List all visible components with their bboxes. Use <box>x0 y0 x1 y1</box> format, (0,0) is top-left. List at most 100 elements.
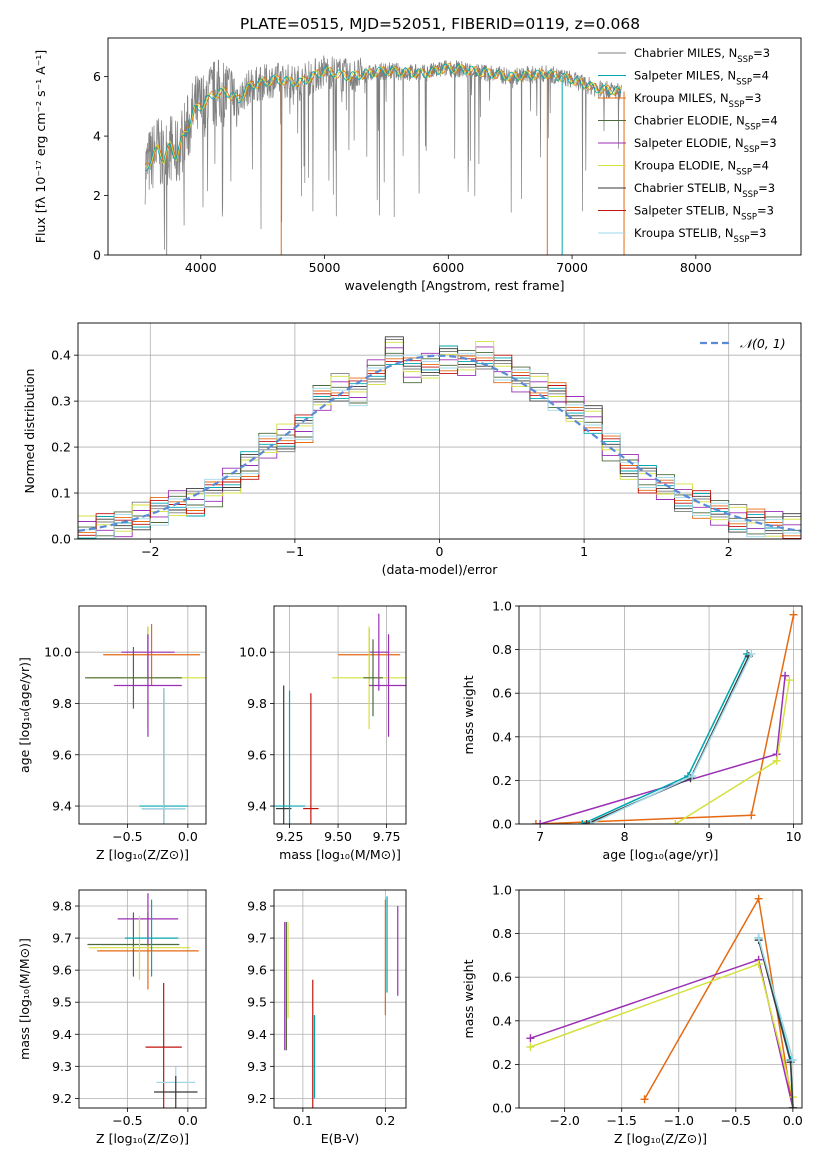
y-tick-label: 9.7 <box>247 931 267 946</box>
legend-sub: SSP <box>741 213 757 223</box>
x-tick-label: −1.5 <box>607 1113 637 1128</box>
plot-area <box>78 336 801 539</box>
x-tick-label: 5000 <box>309 260 341 275</box>
x-axis-label: Z [log₁₀(Z/Z⊙)] <box>96 847 189 862</box>
x-tick-label: 7000 <box>556 260 588 275</box>
x-tick-label: 0.0 <box>178 1113 198 1128</box>
y-tick-label: 0.0 <box>492 1101 512 1116</box>
legend-label: Salpeter MILES, NSSP=4 <box>634 69 769 88</box>
y-tick-label: 9.8 <box>52 899 72 914</box>
y-tick-label: 0.2 <box>492 773 512 788</box>
x-axis-label: age [log₁₀(age/yr)] <box>603 847 719 862</box>
legend-suffix: =4 <box>752 69 769 83</box>
x-axis-label: (data-model)/error <box>382 562 499 577</box>
y-axis-label: age [log₁₀(age/yr)] <box>17 657 32 773</box>
y-tick-label: 0.1 <box>51 486 71 501</box>
legend-label: Salpeter STELIB, NSSP=3 <box>634 204 774 223</box>
y-axis-label: Flux [fλ 10⁻¹⁷ erg cm⁻² s⁻¹ A⁻¹] <box>33 50 48 243</box>
x-tick-label: 9.50 <box>324 829 352 844</box>
weight-line <box>539 675 786 824</box>
legend-suffix: =4 <box>761 114 778 128</box>
legend-sub: SSP <box>729 100 745 110</box>
panel-mass-vs-Z: −0.5 0.0 9.2 9.3 9.4 9.5 9.6 9.7 9.8 Z [log₁₀(Z/Z… <box>17 889 207 1146</box>
x-tick-label: 0.1 <box>293 1113 313 1128</box>
plot-area <box>274 613 406 824</box>
panel-weight-vs-Z: −2.0 −1.5 −1.0 −0.5 0.0 0.0 0.2 0.4 0.6 0.8 1.0 Z [… <box>461 883 803 1147</box>
y-tick-label: 0 <box>93 248 101 263</box>
weight-line <box>674 679 791 824</box>
x-axis-label: Z [log₁₀(Z/Z⊙)] <box>96 1131 189 1146</box>
y-tick-label: 0.4 <box>492 729 512 744</box>
legend-suffix: =3 <box>760 136 777 150</box>
y-tick-label: 9.8 <box>52 696 72 711</box>
y-tick-label: 9.7 <box>52 931 72 946</box>
x-tick-label: 6000 <box>432 260 464 275</box>
plot-area <box>87 893 199 1108</box>
x-tick-label: 0.0 <box>783 1113 803 1128</box>
y-tick-label: 0.8 <box>492 926 512 941</box>
y-tick-label: 0.0 <box>492 817 512 832</box>
x-tick-label: 8000 <box>680 260 712 275</box>
x-tick-label: 0.0 <box>178 829 198 844</box>
y-tick-label: 9.6 <box>247 963 267 978</box>
legend-sub: SSP <box>736 168 752 178</box>
y-axis-label: mass weight <box>461 959 476 1038</box>
panel-age-vs-Z: −0.5 0.0 9.4 9.6 9.8 10.0 Z [log₁₀(Z/Z⊙)] age [… <box>17 605 207 862</box>
weight-line <box>643 896 794 1108</box>
weight-line <box>586 655 750 824</box>
legend-suffix: =3 <box>744 91 761 105</box>
legend-sub: SSP <box>745 123 761 133</box>
axes-frame <box>518 605 803 825</box>
x-tick-label: −2.0 <box>549 1113 579 1128</box>
legend-label: Kroupa MILES, NSSP=3 <box>634 91 761 110</box>
y-axis-label: mass [log₁₀(M/M⊙)] <box>17 938 32 1060</box>
y-tick-label: 6 <box>93 69 101 84</box>
weight-line <box>582 653 748 824</box>
legend: Chabrier MILES, NSSP=3 Salpeter MILES, NS… <box>598 46 778 245</box>
panel-spectrum: 4000 5000 6000 7000 8000 0 2 4 6 wavelength [Angs… <box>33 37 802 293</box>
y-tick-label: 0.6 <box>492 970 512 985</box>
x-tick-label: 4000 <box>185 260 217 275</box>
y-tick-label: 9.3 <box>52 1059 72 1074</box>
y-tick-label: 9.3 <box>247 1059 267 1074</box>
legend-label: 𝒩(0, 1) <box>740 336 786 351</box>
x-tick-label: −1.0 <box>664 1113 694 1128</box>
legend-label: Chabrier STELIB, NSSP=3 <box>634 181 775 200</box>
x-tick-label: 1 <box>580 544 588 559</box>
y-tick-label: 9.2 <box>247 1091 267 1106</box>
x-tick-label: 9 <box>705 829 713 844</box>
axes-frame <box>518 889 803 1109</box>
x-tick-label: −1 <box>286 544 304 559</box>
y-tick-label: 9.4 <box>247 799 267 814</box>
observed-spectrum <box>144 55 622 255</box>
x-tick-label: 9.25 <box>276 829 304 844</box>
x-tick-label: −0.5 <box>112 829 142 844</box>
y-tick-label: 0.2 <box>51 440 71 455</box>
y-tick-label: 1.0 <box>492 599 512 614</box>
weight-line <box>530 958 794 1108</box>
axes-frame <box>273 889 407 1109</box>
legend-label: Salpeter ELODIE, NSSP=3 <box>634 136 777 155</box>
legend-sub: SSP <box>736 78 752 88</box>
plot-area <box>526 894 797 1108</box>
legend-label: Kroupa STELIB, NSSP=3 <box>634 226 766 245</box>
x-tick-label: −0.5 <box>112 1113 142 1128</box>
y-tick-label: 10.0 <box>239 645 267 660</box>
plot-area <box>284 896 399 1108</box>
y-tick-label: 0.8 <box>492 642 512 657</box>
y-tick-label: 9.4 <box>52 799 72 814</box>
x-axis-label: E(B-V) <box>321 1131 360 1146</box>
weight-line <box>530 963 794 1098</box>
x-tick-label: 0.2 <box>375 1113 395 1128</box>
legend-suffix: =3 <box>749 226 766 240</box>
figure-title: PLATE=0515, MJD=52051, FIBERID=0119, z=0… <box>240 15 640 33</box>
legend-suffix: =3 <box>753 46 770 60</box>
legend-label: Chabrier ELODIE, NSSP=4 <box>634 114 778 133</box>
y-tick-label: 0.4 <box>492 1013 512 1028</box>
model-spectrum <box>144 62 622 165</box>
axes-frame <box>78 605 207 825</box>
legend-suffix: =3 <box>757 204 774 218</box>
x-tick-label: 2 <box>725 544 733 559</box>
x-tick-label: −2 <box>141 544 159 559</box>
